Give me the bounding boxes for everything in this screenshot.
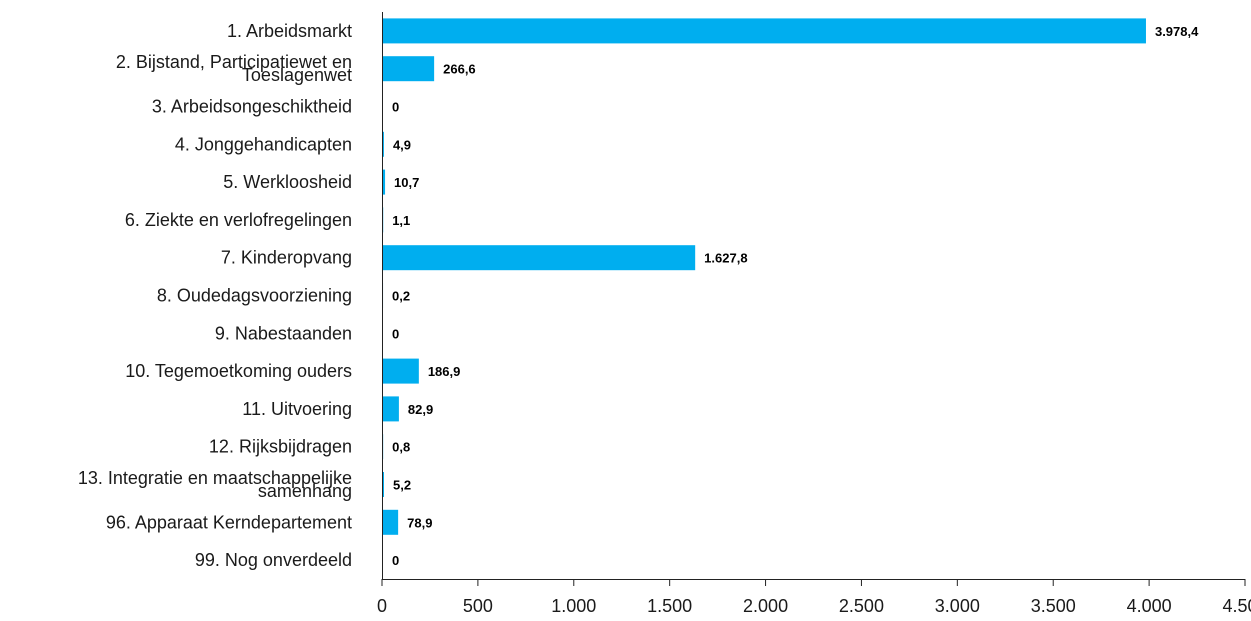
bar-14 bbox=[383, 509, 399, 535]
bar-1 bbox=[383, 18, 1146, 44]
category-label-15: 99. Nog onverdeeld bbox=[195, 550, 352, 570]
category-label-5: 5. Werkloosheid bbox=[223, 172, 352, 192]
category-label-13: 13. Integratie en maatschappelijke samenh… bbox=[78, 468, 352, 501]
category-label-line: Toeslagenwet bbox=[242, 65, 352, 85]
category-label-line: 4. Jonggehandicapten bbox=[175, 134, 352, 154]
bar-5 bbox=[383, 169, 386, 195]
x-tick-label: 2.000 bbox=[743, 596, 788, 616]
x-tick-label: 500 bbox=[463, 596, 493, 616]
category-label-line: 6. Ziekte en verlofregelingen bbox=[125, 210, 352, 230]
value-label-8: 0,2 bbox=[392, 289, 410, 304]
bar-11 bbox=[383, 396, 399, 422]
category-label-11: 11. Uitvoering bbox=[242, 399, 352, 419]
value-label-4: 4,9 bbox=[393, 137, 411, 152]
category-label-14: 96. Apparaat Kerndepartement bbox=[106, 512, 352, 532]
category-label-line: 10. Tegemoetkoming ouders bbox=[125, 361, 352, 381]
x-tick-label: 3.500 bbox=[1031, 596, 1076, 616]
bar-7 bbox=[383, 245, 696, 271]
category-label-line: 12. Rijksbijdragen bbox=[209, 437, 352, 457]
category-label-line: 3. Arbeidsongeschiktheid bbox=[152, 97, 352, 117]
value-label-15: 0 bbox=[392, 553, 399, 568]
category-label-2: 2. Bijstand, Participatiewet en Toeslagen… bbox=[116, 52, 352, 85]
category-label-8: 8. Oudedagsvoorziening bbox=[157, 286, 352, 306]
category-label-line: 1. Arbeidsmarkt bbox=[227, 21, 352, 41]
value-label-3: 0 bbox=[392, 100, 399, 115]
value-labels-group: 3.978,4 266,6 0 4,9 10,7 1,1 1.627,8 0,2 0 186,9 8… bbox=[392, 24, 1199, 568]
bar-2 bbox=[383, 56, 435, 82]
value-label-12: 0,8 bbox=[392, 440, 410, 455]
category-label-line: 13. Integratie en maatschappelijke bbox=[78, 468, 352, 488]
value-label-7: 1.627,8 bbox=[704, 251, 747, 266]
bar-10 bbox=[383, 358, 419, 384]
bar-4 bbox=[383, 131, 384, 157]
category-label-line: 5. Werkloosheid bbox=[223, 172, 352, 192]
category-label-6: 6. Ziekte en verlofregelingen bbox=[125, 210, 352, 230]
value-label-2: 266,6 bbox=[443, 62, 476, 77]
x-tick-label: 3.000 bbox=[935, 596, 980, 616]
value-label-11: 82,9 bbox=[408, 402, 433, 417]
category-label-line: samenhang bbox=[258, 481, 352, 501]
bar-13 bbox=[383, 472, 384, 497]
category-label-line: 2. Bijstand, Participatiewet en bbox=[116, 52, 352, 72]
x-tick-label: 2.500 bbox=[839, 596, 884, 616]
category-label-line: 9. Nabestaanden bbox=[215, 323, 352, 343]
category-label-line: 8. Oudedagsvoorziening bbox=[157, 286, 352, 306]
x-tick-label: 4.500 bbox=[1222, 596, 1251, 616]
x-tick-label: 0 bbox=[377, 596, 387, 616]
category-labels-group: 1. Arbeidsmarkt 2. Bijstand, Participatie… bbox=[78, 21, 352, 570]
value-label-13: 5,2 bbox=[393, 478, 411, 493]
category-label-1: 1. Arbeidsmarkt bbox=[227, 21, 352, 41]
category-label-12: 12. Rijksbijdragen bbox=[209, 437, 352, 457]
x-tick-label: 1.500 bbox=[647, 596, 692, 616]
x-tick-label: 4.000 bbox=[1127, 596, 1172, 616]
category-label-4: 4. Jonggehandicapten bbox=[175, 134, 352, 154]
value-label-14: 78,9 bbox=[407, 515, 432, 530]
category-label-line: 96. Apparaat Kerndepartement bbox=[106, 512, 352, 532]
category-label-line: 99. Nog onverdeeld bbox=[195, 550, 352, 570]
category-label-line: 7. Kinderopvang bbox=[221, 248, 352, 268]
x-ticks-group: 0 500 1.000 1.500 2.000 2.500 3.000 3.500 4.000 4… bbox=[377, 579, 1251, 616]
value-label-6: 1,1 bbox=[392, 213, 410, 228]
category-label-3: 3. Arbeidsongeschiktheid bbox=[152, 97, 352, 117]
category-label-9: 9. Nabestaanden bbox=[215, 323, 352, 343]
value-label-5: 10,7 bbox=[394, 175, 419, 190]
category-label-line: 11. Uitvoering bbox=[242, 399, 352, 419]
value-label-1: 3.978,4 bbox=[1155, 24, 1199, 39]
value-label-10: 186,9 bbox=[428, 364, 461, 379]
category-label-7: 7. Kinderopvang bbox=[221, 248, 352, 268]
value-label-9: 0 bbox=[392, 326, 399, 341]
x-tick-label: 1.000 bbox=[551, 596, 596, 616]
bars-group bbox=[383, 18, 1146, 535]
category-label-10: 10. Tegemoetkoming ouders bbox=[125, 361, 352, 381]
